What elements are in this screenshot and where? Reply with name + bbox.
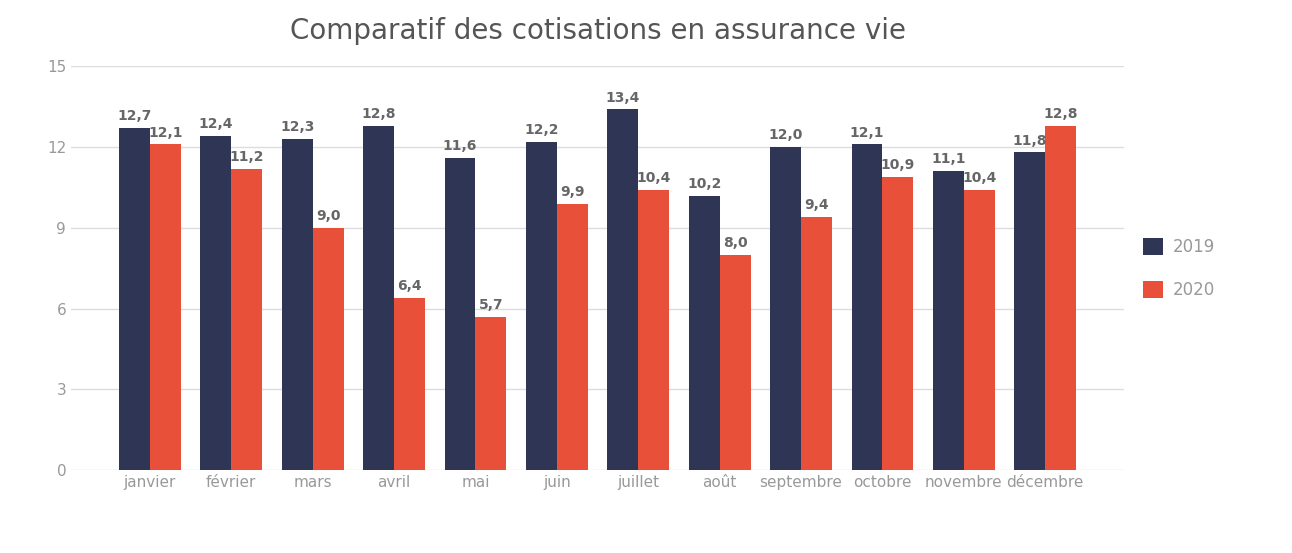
Text: 12,8: 12,8 bbox=[1044, 107, 1078, 121]
Bar bbox=[801, 217, 832, 470]
Text: 12,1: 12,1 bbox=[850, 126, 884, 139]
Bar bbox=[964, 190, 995, 470]
Text: 10,4: 10,4 bbox=[963, 171, 996, 185]
Bar bbox=[557, 204, 588, 470]
Bar bbox=[607, 109, 638, 470]
Bar bbox=[851, 144, 882, 470]
Text: 12,1: 12,1 bbox=[149, 126, 182, 139]
Text: 6,4: 6,4 bbox=[397, 279, 421, 293]
Bar bbox=[638, 190, 669, 470]
Text: 12,4: 12,4 bbox=[199, 117, 233, 132]
Bar bbox=[689, 196, 720, 470]
Bar bbox=[394, 298, 425, 470]
Bar bbox=[882, 177, 913, 470]
Text: 9,4: 9,4 bbox=[804, 198, 829, 212]
Text: 12,2: 12,2 bbox=[525, 123, 558, 137]
Bar bbox=[770, 147, 801, 470]
Text: 9,0: 9,0 bbox=[315, 209, 340, 223]
Text: 10,2: 10,2 bbox=[687, 177, 721, 191]
Text: 10,4: 10,4 bbox=[637, 171, 671, 185]
Text: 12,3: 12,3 bbox=[280, 120, 314, 134]
Bar bbox=[933, 171, 964, 470]
Bar bbox=[475, 317, 506, 470]
Text: 12,8: 12,8 bbox=[362, 107, 395, 121]
Text: 13,4: 13,4 bbox=[606, 91, 640, 105]
Bar bbox=[444, 158, 475, 470]
Text: 11,8: 11,8 bbox=[1013, 134, 1047, 148]
Bar bbox=[720, 255, 751, 470]
Text: 9,9: 9,9 bbox=[559, 185, 584, 199]
Text: 8,0: 8,0 bbox=[722, 236, 748, 250]
Text: 11,2: 11,2 bbox=[230, 150, 264, 164]
Bar bbox=[282, 139, 313, 470]
Bar bbox=[1045, 126, 1076, 470]
Legend: 2019, 2020: 2019, 2020 bbox=[1143, 238, 1216, 299]
Bar bbox=[150, 144, 181, 470]
Bar bbox=[363, 126, 394, 470]
Text: 10,9: 10,9 bbox=[881, 158, 915, 172]
Text: 5,7: 5,7 bbox=[478, 298, 503, 312]
Bar bbox=[313, 228, 344, 470]
Text: 11,1: 11,1 bbox=[932, 153, 965, 166]
Bar bbox=[119, 128, 150, 470]
Text: 12,7: 12,7 bbox=[118, 109, 151, 123]
Text: 11,6: 11,6 bbox=[443, 139, 477, 153]
Bar bbox=[526, 142, 557, 470]
Bar bbox=[200, 137, 231, 470]
Title: Comparatif des cotisations en assurance vie: Comparatif des cotisations en assurance … bbox=[289, 17, 906, 45]
Bar bbox=[231, 169, 262, 470]
Text: 12,0: 12,0 bbox=[769, 128, 802, 142]
Bar bbox=[1014, 153, 1045, 470]
